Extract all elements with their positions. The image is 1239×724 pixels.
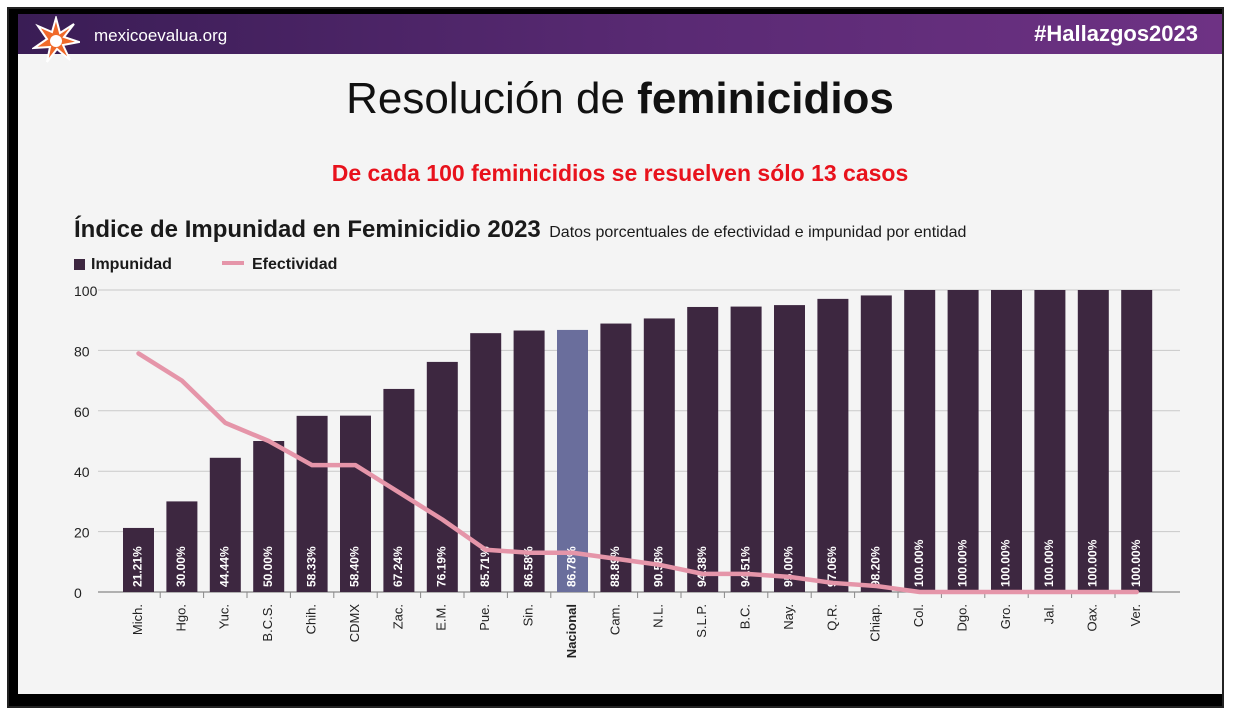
- x-tick-label: Col.: [911, 604, 926, 627]
- bar-value-label: 98.20%: [868, 546, 882, 587]
- site-url[interactable]: mexicoevalua.org: [94, 26, 228, 45]
- x-tick-label: Gro.: [998, 604, 1013, 629]
- bar-value-label: 86.78%: [565, 546, 579, 587]
- x-tick-label: N.L.: [651, 604, 666, 628]
- efectividad-line: [136, 351, 1139, 595]
- legend-impunidad-label: Impunidad: [91, 256, 172, 273]
- bar-value-label: 88.89%: [608, 546, 622, 587]
- y-tick-label: 80: [74, 343, 90, 359]
- bar-value-label: 95.00%: [782, 546, 796, 587]
- x-tick-label: Mich.: [130, 604, 145, 635]
- bar-Q.R.: [817, 298, 849, 592]
- y-tick-label: 100: [74, 283, 98, 299]
- page-title: Resolución de feminicidios: [18, 74, 1222, 124]
- x-tick-label: Chiap.: [868, 604, 883, 642]
- x-tick-label: B.C.S.: [260, 604, 275, 642]
- x-tick-label: Chih.: [304, 604, 319, 634]
- bar-Col.: [904, 290, 936, 592]
- x-tick-label: Pue.: [477, 604, 492, 631]
- x-tick-label: Yuc.: [217, 604, 232, 629]
- bar-Chih.: [296, 415, 328, 592]
- x-tick-label: Sin.: [521, 604, 536, 626]
- x-tick-label: Oax.: [1085, 604, 1100, 631]
- y-tick-label: 0: [74, 585, 82, 601]
- x-tick-label: S.L.P.: [694, 604, 709, 638]
- bar-Dgo.: [947, 290, 979, 592]
- slide: mexicoevalua.org #Hallazgos2023 Resoluci…: [18, 14, 1222, 694]
- x-tick-label: Hgo.: [173, 604, 188, 631]
- bar-Hgo.: [166, 501, 198, 592]
- bar-value-label: 50.00%: [261, 546, 275, 587]
- x-tick-label: E.M.: [434, 604, 449, 631]
- bar-Nacional: [557, 329, 588, 592]
- bar-Chiap.: [860, 295, 892, 592]
- legend-efectividad: Efectividad: [222, 256, 337, 274]
- bar-value-label: 100.00%: [1085, 539, 1099, 587]
- bar-value-label: 58.40%: [348, 546, 362, 587]
- bar-value-label: 76.19%: [434, 546, 448, 587]
- y-tick-label: 20: [74, 525, 90, 541]
- header-banner: mexicoevalua.org #Hallazgos2023: [18, 14, 1222, 63]
- bar-value-label: 21.21%: [131, 546, 145, 587]
- bar-Jal.: [1034, 290, 1066, 592]
- bar-Ver.: [1121, 290, 1153, 592]
- bar-Sin.: [513, 330, 545, 592]
- legend-impunidad: Impunidad: [74, 256, 172, 274]
- bar-value-label: 85.71%: [478, 546, 492, 587]
- bar-value-label: 100.00%: [1042, 539, 1056, 587]
- x-tick-label: Ver.: [1128, 604, 1143, 626]
- x-tick-label: Nacional: [564, 604, 579, 658]
- bar-value-label: 100.00%: [955, 539, 969, 587]
- bar-Cam.: [600, 323, 632, 592]
- bar-value-label: 94.51%: [738, 546, 752, 587]
- bar-Gro.: [991, 290, 1022, 592]
- bar-B.C.S.: [253, 441, 285, 592]
- x-tick-label: Q.R.: [824, 604, 839, 631]
- y-tick-label: 40: [74, 464, 90, 480]
- bar-value-label: 30.00%: [174, 546, 188, 587]
- bar-E.M.: [426, 361, 458, 592]
- bar-value-label: 100.00%: [912, 539, 926, 587]
- title-normal: Resolución de: [346, 74, 638, 123]
- x-tick-label: Dgo.: [955, 604, 970, 631]
- bar-value-label: 100.00%: [999, 539, 1013, 587]
- bar-value-label: 44.44%: [217, 546, 231, 587]
- star-logo-icon: [32, 16, 80, 63]
- hashtag: #Hallazgos2023: [1034, 21, 1198, 46]
- bar-CDMX: [340, 415, 371, 592]
- subtitle: De cada 100 feminicidios se resuelven só…: [331, 160, 909, 186]
- chart-title-main: Índice de Impunidad en Feminicidio 2023: [74, 216, 541, 243]
- y-tick-label: 60: [74, 404, 90, 420]
- x-tick-label: Zac.: [390, 604, 405, 629]
- chart-title-sub: Datos porcentuales de efectividad e impu…: [549, 224, 967, 241]
- bar-Yuc.: [209, 457, 241, 592]
- legend-efectividad-label: Efectividad: [252, 256, 338, 273]
- bar-N.L.: [643, 318, 675, 592]
- bar-value-label: 67.24%: [391, 546, 405, 587]
- bar-B.C.: [730, 306, 762, 592]
- bar-value-label: 97.06%: [825, 546, 839, 587]
- bar-S.L.P.: [687, 306, 719, 592]
- x-tick-label: Nay.: [781, 604, 796, 630]
- bar-value-label: 100.00%: [1129, 539, 1143, 587]
- bar-Mich.: [123, 527, 154, 592]
- x-tick-label: Cam.: [607, 604, 622, 635]
- x-tick-label: Jal.: [1041, 604, 1056, 624]
- title-bold: feminicidios: [637, 74, 894, 123]
- bar-value-label: 86.58%: [521, 546, 535, 587]
- bar-Oax.: [1077, 290, 1109, 592]
- legend-bar-swatch: [74, 259, 85, 270]
- impunity-chart: 0 20 40 60 80 100 21.21% Mich. 30.00% Hgo. 44.44% Y…: [74, 283, 1180, 658]
- x-tick-label: CDMX: [347, 604, 362, 643]
- bar-Nay.: [774, 305, 805, 592]
- bar-value-label: 58.33%: [304, 546, 318, 587]
- chart-title: Índice de Impunidad en Feminicidio 2023 …: [74, 216, 966, 244]
- bar-value-label: 94.38%: [695, 546, 709, 587]
- x-tick-label: B.C.: [738, 604, 753, 629]
- legend-line-swatch: [222, 261, 244, 265]
